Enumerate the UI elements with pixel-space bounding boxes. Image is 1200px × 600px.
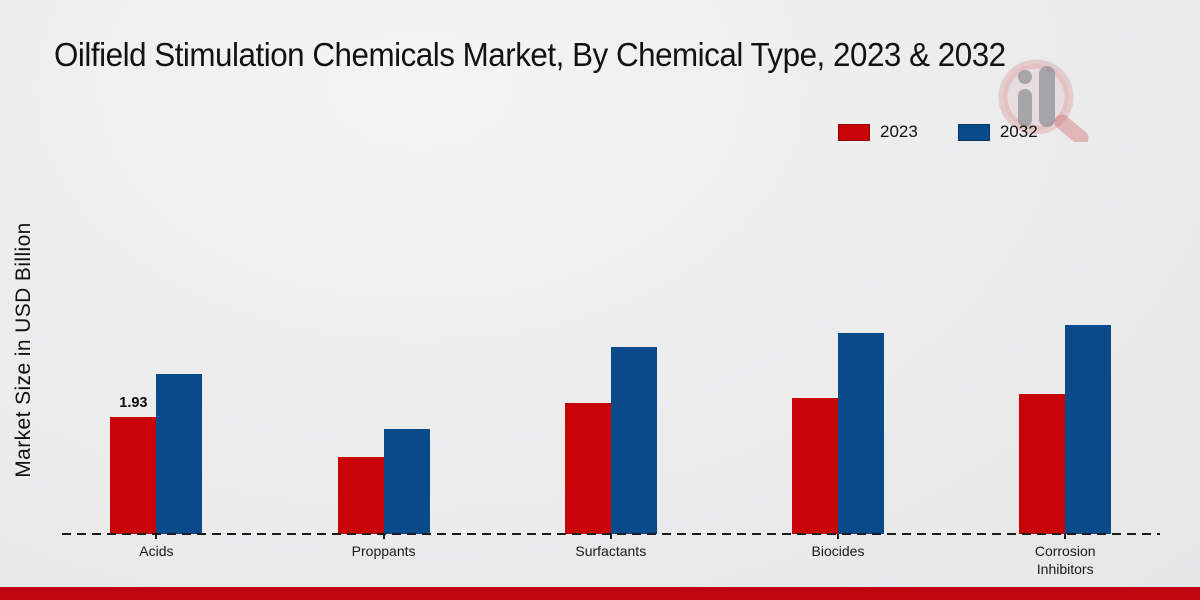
bar-surfactants-2032 [610,346,657,534]
legend-label-2023: 2023 [880,122,918,141]
x-tick-corrosion-inhibitors [1064,534,1067,539]
bar-biocides-2023 [792,397,838,534]
bar-acids-2023 [110,416,157,534]
bar-biocides-2032 [838,332,884,534]
x-tick-biocides [837,534,839,539]
footer-accent-bar [0,587,1200,600]
x-tick-label-biocides: Biocides [811,543,865,559]
legend-label-2032: 2032 [999,122,1038,141]
bar-corrosion-inhibitors-2023 [1019,394,1066,534]
x-tick-proppants [382,534,385,539]
x-tick-label-proppants: Proppants [351,543,416,559]
x-tick-label-corrosion-inhibitors: Corrosion Inhibitors [1034,543,1096,578]
bar-surfactants-2023 [564,402,611,534]
magnifier-bar-chart-logo-icon [998,59,1089,142]
legend-swatch-2032 [957,123,990,141]
legend-item-2023: 2023 [838,122,918,142]
legend: 2023 2032 [838,122,1038,142]
legend-swatch-2023 [838,123,870,141]
bar-proppants-2032 [383,428,430,534]
bar-value-label-acids-2023: 1.93 [119,394,148,411]
bar-acids-2032 [156,373,203,534]
x-tick-label-acids: Acids [139,543,174,559]
chart-title: Oilfield Stimulation Chemicals Market, B… [54,36,1006,73]
bar-corrosion-inhibitors-2032 [1065,325,1112,534]
x-tick-acids [155,534,158,539]
x-tick-surfactants [609,534,612,539]
bar-proppants-2023 [337,456,384,534]
x-tick-label-surfactants: Surfactants [575,543,647,559]
legend-item-2032: 2032 [957,122,1038,142]
